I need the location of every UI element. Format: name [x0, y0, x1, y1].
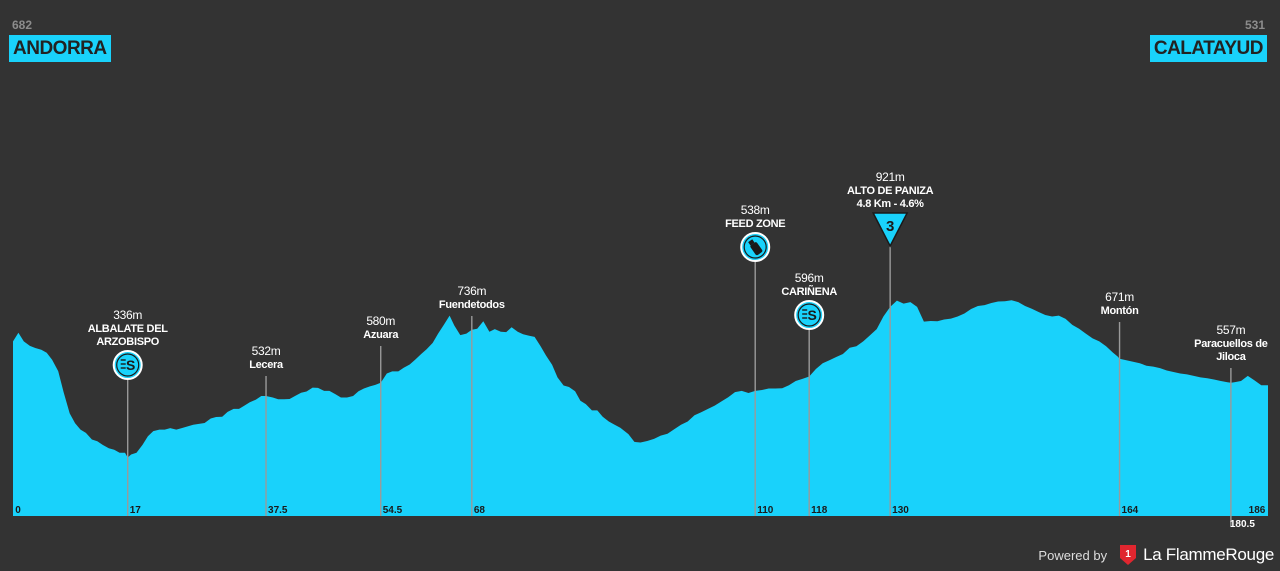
km-tick-label: 164 — [1122, 505, 1139, 516]
marker-altitude-label: 557m — [1216, 323, 1245, 337]
marker-name-label: ALTO DE PANIZA — [847, 185, 934, 197]
km-tick-label: 68 — [474, 505, 486, 516]
km-tick-label: 37.5 — [268, 505, 288, 516]
svg-text:1: 1 — [1125, 549, 1131, 560]
marker-altitude-label: 736m — [457, 284, 486, 298]
km-tick-label: 118 — [811, 505, 828, 516]
marker-altitude-label: 538m — [741, 203, 770, 217]
marker-altitude-label: 671m — [1105, 290, 1134, 304]
finish-altitude: 531 — [1244, 18, 1265, 32]
brand-name: La FlammeRouge — [1143, 545, 1274, 564]
km-tick-label: 17 — [130, 505, 142, 516]
marker-name-label: FEED ZONE — [725, 218, 785, 230]
marker-name-label: Jiloca — [1216, 351, 1247, 363]
marker-altitude-label: 336m — [113, 308, 142, 322]
km-tick-label: 180.5 — [1230, 519, 1255, 530]
km-tick-label-end: 186 — [1249, 505, 1266, 516]
start-town-label: ANDORRA — [9, 35, 111, 62]
marker-altitude-label: 532m — [252, 344, 281, 358]
km-tick-label: 110 — [757, 505, 774, 516]
marker-name-label: ARZOBISPO — [96, 336, 159, 348]
marker-altitude-label: 596m — [795, 271, 824, 285]
climb-category-number: 3 — [886, 218, 894, 235]
powered-by-text: Powered by — [1038, 547, 1108, 563]
svg-text:S: S — [808, 307, 817, 323]
svg-text:S: S — [126, 357, 135, 373]
marker-altitude-label: 580m — [366, 314, 395, 328]
elevation-profile-area — [13, 300, 1268, 516]
km-tick-label: 54.5 — [383, 505, 403, 516]
start-altitude: 682 — [12, 18, 33, 32]
feed-bottle-icon — [740, 232, 771, 262]
marker-name-label: 4.8 Km - 4.6% — [857, 198, 925, 210]
climb-category-icon: 3 — [871, 212, 909, 248]
marker-altitude-label: 921m — [876, 170, 905, 184]
km-tick-label: 130 — [892, 505, 909, 516]
km-tick-label-start: 0 — [15, 505, 21, 516]
marker-name-label: Montón — [1101, 305, 1139, 317]
powered-by-footer[interactable]: Powered by 1 La FlammeRouge — [1038, 544, 1274, 566]
marker-name-label: Lecera — [249, 359, 284, 371]
sprint-icon: S — [112, 350, 143, 380]
sprint-icon: S — [794, 300, 825, 330]
marker-name-label: Fuendetodos — [439, 299, 505, 311]
marker-name-label: Azuara — [363, 329, 399, 341]
marker-name-label: CARIÑENA — [781, 285, 837, 298]
la-flamme-rouge-logo-icon: 1 — [1120, 545, 1137, 565]
marker-name-label: Paracuellos de — [1194, 338, 1268, 350]
finish-town-label: CALATAYUD — [1149, 35, 1267, 62]
marker-name-label: ALBALATE DEL — [88, 323, 168, 335]
